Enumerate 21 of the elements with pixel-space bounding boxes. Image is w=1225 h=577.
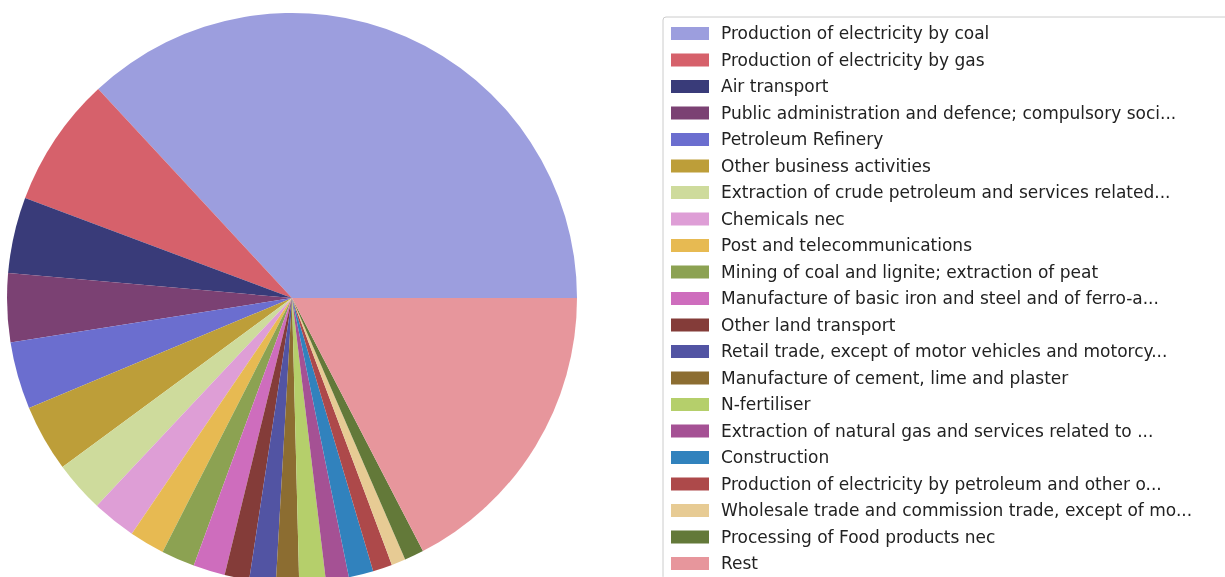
legend-label: Petroleum Refinery	[721, 129, 884, 149]
legend-label: Production of electricity by petroleum and other o...	[721, 473, 1162, 494]
legend-label: N-fertiliser	[721, 394, 811, 414]
legend-label: Other business activities	[721, 155, 931, 176]
legend-label: Rest	[721, 553, 759, 573]
legend-label: Extraction of natural gas and services related to ...	[721, 420, 1154, 441]
legend-label: Air transport	[721, 76, 829, 96]
legend-label: Mining of coal and lignite; extraction of peat	[721, 261, 1099, 282]
legend-label: Production of electricity by coal	[721, 23, 990, 43]
legend-label: Chemicals nec	[721, 208, 845, 229]
legend-label: Production of electricity by gas	[721, 49, 985, 70]
legend-label: Extraction of crude petroleum and services related...	[721, 182, 1171, 202]
legend-label: Post and telecommunications	[721, 235, 973, 255]
legend-label: Wholesale trade and commission trade, except of mo...	[721, 500, 1193, 520]
legend-label: Construction	[721, 447, 830, 467]
legend-label: Manufacture of cement, lime and plaster	[721, 367, 1069, 388]
legend-label: Public administration and defence; compulsory soci...	[721, 102, 1177, 123]
legend-label: Retail trade, except of motor vehicles and motorcy...	[721, 341, 1168, 361]
legend-label: Manufacture of basic iron and steel and of ferro-a...	[721, 288, 1159, 308]
legend-label: Processing of Food products nec	[721, 526, 996, 547]
legend-label: Other land transport	[721, 314, 896, 335]
